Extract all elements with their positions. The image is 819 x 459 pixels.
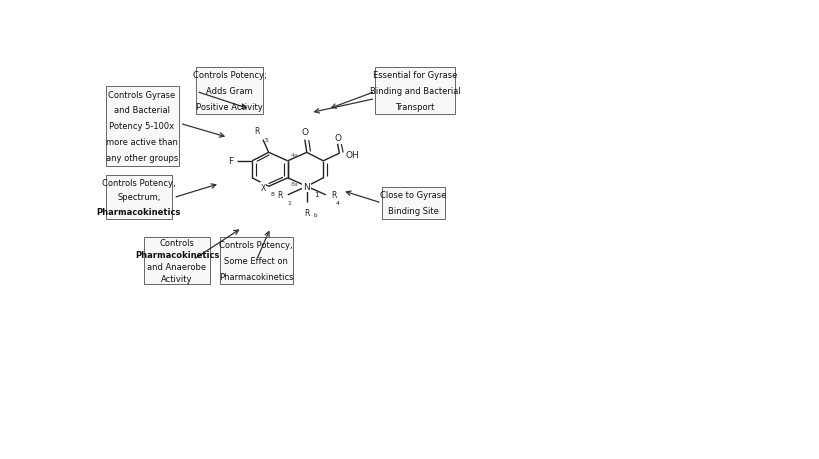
Text: and Bacterial: and Bacterial (114, 106, 170, 115)
Text: Pharmacokinetics: Pharmacokinetics (97, 207, 181, 217)
Text: Transport: Transport (396, 103, 435, 112)
Text: 8: 8 (270, 192, 274, 197)
Text: Controls Gyrase: Controls Gyrase (108, 90, 175, 99)
Text: Binding Site: Binding Site (388, 207, 439, 216)
Text: Some Effect on: Some Effect on (224, 257, 288, 265)
Text: R: R (254, 127, 259, 136)
Text: 8a: 8a (290, 182, 298, 187)
Text: Controls Potency;: Controls Potency; (192, 71, 266, 80)
Text: 1: 1 (314, 191, 319, 197)
Text: 4a: 4a (290, 153, 298, 158)
Text: OH: OH (345, 151, 359, 160)
Text: 5: 5 (265, 138, 268, 143)
FancyBboxPatch shape (197, 67, 263, 115)
Text: F: F (228, 157, 233, 166)
Text: Binding and Bacterial: Binding and Bacterial (369, 87, 460, 96)
Text: Positive Activity: Positive Activity (197, 103, 263, 112)
Text: Activity: Activity (161, 274, 192, 283)
Text: O: O (334, 134, 341, 143)
Text: Pharmacokinetics: Pharmacokinetics (219, 272, 293, 281)
Text: Potency 5-100x: Potency 5-100x (110, 122, 174, 131)
Text: Controls Potency,: Controls Potency, (219, 241, 293, 250)
Text: any other groups: any other groups (106, 154, 179, 163)
Text: X: X (260, 183, 265, 192)
Text: b: b (313, 212, 317, 217)
Text: Pharmacokinetics: Pharmacokinetics (135, 251, 219, 259)
Text: Close to Gyrase: Close to Gyrase (380, 191, 446, 200)
Text: Spectrum,: Spectrum, (117, 193, 161, 202)
FancyBboxPatch shape (219, 237, 293, 285)
Text: N: N (303, 182, 310, 191)
Text: 4: 4 (336, 201, 340, 206)
Text: R: R (304, 209, 310, 218)
FancyBboxPatch shape (143, 237, 210, 285)
FancyBboxPatch shape (382, 188, 446, 219)
Text: more active than: more active than (106, 138, 178, 147)
Text: Controls: Controls (160, 239, 194, 247)
FancyBboxPatch shape (375, 67, 455, 115)
Text: R: R (278, 191, 283, 200)
Text: Adds Gram: Adds Gram (206, 87, 253, 96)
Text: O: O (301, 128, 308, 137)
FancyBboxPatch shape (106, 175, 172, 219)
Text: 1: 1 (287, 201, 292, 206)
Text: Essential for Gyrase: Essential for Gyrase (373, 71, 457, 80)
Text: R: R (331, 191, 337, 200)
FancyBboxPatch shape (106, 87, 179, 167)
Text: and Anaerobe: and Anaerobe (147, 263, 206, 271)
Text: Controls Potency,: Controls Potency, (102, 178, 176, 187)
